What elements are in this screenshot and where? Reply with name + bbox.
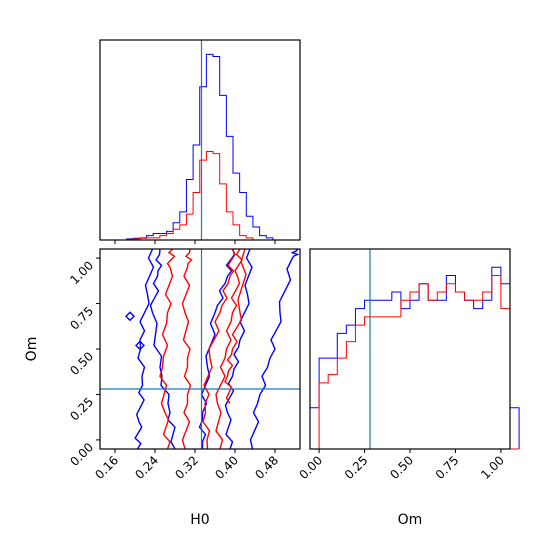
y-tick-label: 0.00 (67, 440, 96, 469)
om-tick-labels-bottom: 0.00 0.25 0.50 0.75 1.00 (296, 449, 507, 482)
h0-tick-labels: 0.16 0.24 0.32 0.40 0.48 (92, 449, 281, 482)
y-tick-label: 0.25 (67, 395, 96, 424)
series-b-contour-3 (215, 249, 243, 449)
contour-frame (99, 248, 301, 450)
h0-histogram-series-b (100, 150, 300, 241)
series-b-contour-2 (202, 249, 236, 449)
series-a-contour-0 (134, 249, 155, 449)
series-a-contour-2 (198, 249, 236, 449)
series-b-contour-0 (159, 249, 176, 449)
series-a-island-1 (135, 340, 145, 351)
x-tick-label: 0.16 (92, 453, 121, 482)
series-a-island-0 (125, 311, 135, 322)
om-histogram-frame (309, 248, 511, 450)
x-tick-label: 1.00 (478, 453, 507, 482)
y-tick-label: 0.50 (67, 349, 96, 378)
h0-histogram-series-a (100, 53, 300, 241)
contours-series-b (159, 249, 247, 449)
series-b-contour-1 (181, 249, 193, 449)
h0-axis-label: H0 (190, 512, 209, 528)
om-histogram-series-b (310, 275, 520, 450)
h0-om-contour-panel: 0.16 0.24 0.32 0.40 0.48 0.00 0.25 0.50 0.75 1.0… (24, 248, 301, 528)
om-axis-label-left: Om (24, 337, 40, 362)
y-tick-label: 0.75 (67, 304, 96, 333)
x-tick-label: 0.00 (296, 453, 325, 482)
series-a-contour-3 (224, 249, 253, 449)
contours-series-a (125, 249, 300, 449)
h0-histogram-frame (99, 39, 301, 241)
x-tick-label: 0.25 (342, 453, 371, 482)
om-hist-b-line (310, 275, 520, 450)
x-tick-label: 0.50 (387, 453, 416, 482)
x-tick-label: 0.32 (172, 453, 201, 482)
h0-histogram-panel (99, 39, 301, 244)
om-tick-labels-left: 0.00 0.25 0.50 0.75 1.00 (67, 257, 100, 469)
x-tick-label: 0.40 (212, 453, 241, 482)
series-a-contour-4 (249, 249, 300, 449)
om-histogram-panel: 0.00 0.25 0.50 0.75 1.00 Om (296, 248, 520, 528)
h0-histogram-ticks (114, 240, 276, 244)
h0-hist-b-line (100, 150, 300, 241)
x-tick-label: 0.48 (252, 453, 281, 482)
h0-hist-a-line (100, 53, 300, 241)
x-tick-label: 0.24 (132, 453, 161, 482)
y-tick-label: 1.00 (67, 258, 96, 287)
om-axis-label-bottom: Om (398, 512, 423, 528)
x-tick-label: 0.75 (433, 453, 462, 482)
series-b-contour-4 (224, 249, 247, 404)
